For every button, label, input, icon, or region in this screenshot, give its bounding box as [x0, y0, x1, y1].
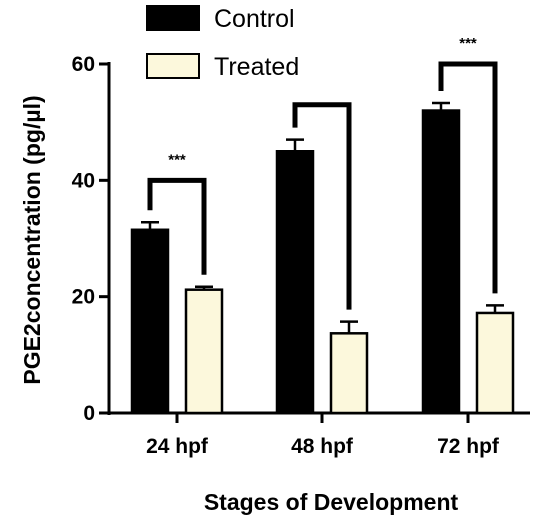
bars — [130, 109, 515, 415]
legend-swatch-control — [146, 5, 200, 31]
significance-label-72-hpf: *** — [459, 35, 477, 52]
bar-control-48-hpf — [275, 150, 315, 415]
y-tick-label: 20 — [72, 286, 95, 309]
bar-treated-72-hpf — [475, 311, 515, 415]
y-tick-label: 60 — [72, 53, 95, 76]
significance-bracket-72-hpf — [438, 61, 498, 294]
bar-control-72-hpf — [421, 109, 461, 415]
legend-label-treated: Treated — [214, 53, 299, 81]
y-axis-title: PGE2concentration (pg/µl) — [19, 95, 45, 384]
error-bars — [141, 101, 504, 334]
x-tick-label-24-hpf: 24 hpf — [146, 435, 209, 458]
significance-bracket-24-hpf — [147, 177, 207, 275]
x-axis-title: Stages of Development — [204, 489, 459, 515]
y-tick-label: 40 — [72, 169, 95, 192]
significance-label-24-hpf: *** — [168, 151, 186, 168]
legend-label-control: Control — [214, 5, 295, 33]
legend-swatch-treated — [146, 53, 200, 79]
x-axis: 24 hpf 48 hpf 72 hpf — [107, 411, 530, 458]
bar-control-24-hpf — [130, 228, 170, 415]
y-tick-label: 0 — [83, 402, 95, 425]
x-tick-label-48-hpf: 48 hpf — [291, 435, 354, 458]
y-axis: 0 20 40 60 — [72, 53, 111, 425]
significance-brackets: *** *** — [147, 35, 498, 310]
bar-treated-48-hpf — [329, 332, 369, 415]
significance-bracket-48-hpf — [292, 102, 352, 310]
legend: Control Treated — [146, 5, 299, 81]
x-tick-label-72-hpf: 72 hpf — [437, 435, 500, 458]
bar-treated-24-hpf — [184, 288, 224, 415]
